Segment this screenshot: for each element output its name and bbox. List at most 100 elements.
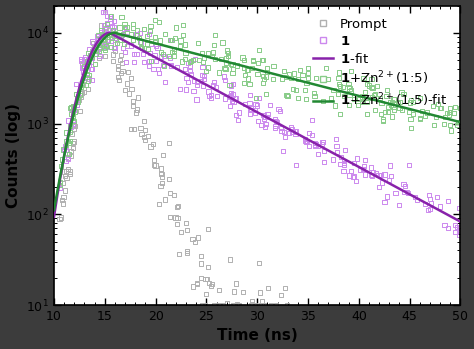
Point: [441, 222, 448, 228]
Point: [260, 112, 267, 118]
Point: [151, 52, 158, 58]
Point: [92, 47, 100, 52]
Point: [201, 76, 208, 82]
Point: [122, 60, 129, 65]
Point: [78, 56, 85, 62]
Point: [231, 302, 238, 308]
Point: [294, 95, 302, 101]
Point: [71, 139, 78, 144]
Point: [281, 285, 289, 291]
Point: [202, 291, 210, 297]
Point: [68, 131, 76, 136]
Point: [248, 298, 256, 304]
Point: [166, 215, 174, 220]
Point: [76, 108, 83, 113]
Point: [170, 46, 178, 52]
Point: [301, 138, 309, 143]
Point: [134, 107, 141, 112]
Point: [445, 112, 453, 117]
Point: [115, 77, 123, 83]
Point: [261, 114, 269, 120]
Point: [104, 22, 111, 27]
Point: [172, 25, 180, 30]
Point: [386, 177, 393, 183]
Point: [98, 27, 105, 32]
Point: [194, 40, 202, 45]
Point: [197, 261, 205, 266]
Point: [129, 98, 137, 103]
Point: [359, 166, 367, 171]
Point: [262, 74, 270, 79]
Point: [161, 197, 169, 202]
Point: [199, 59, 207, 65]
Point: [349, 174, 356, 180]
Legend: Prompt, $\mathbf{1}$, $\mathbf{1}$-fit, $\mathbf{1}$+Zn$^{2+}$(1:5), $\mathbf{1}: Prompt, $\mathbf{1}$, $\mathbf{1}$-fit, …: [311, 15, 450, 111]
Point: [166, 38, 174, 43]
Point: [173, 215, 181, 221]
Point: [128, 86, 135, 92]
Point: [210, 302, 218, 308]
Point: [417, 115, 424, 121]
Point: [386, 163, 394, 168]
Point: [255, 96, 263, 101]
Point: [121, 24, 129, 30]
Point: [55, 216, 63, 222]
Point: [82, 75, 89, 81]
Point: [280, 129, 288, 135]
Point: [176, 86, 183, 92]
Point: [358, 94, 365, 99]
Point: [159, 51, 167, 57]
Point: [143, 33, 151, 38]
Point: [280, 68, 288, 74]
Point: [261, 76, 268, 82]
Point: [81, 64, 88, 69]
Point: [193, 82, 201, 88]
Point: [377, 111, 385, 117]
Point: [370, 92, 378, 98]
Point: [83, 74, 91, 80]
Point: [294, 76, 302, 82]
Point: [365, 83, 373, 88]
Point: [165, 176, 173, 182]
Point: [151, 34, 158, 40]
Point: [352, 178, 360, 184]
Point: [429, 103, 437, 109]
Point: [80, 65, 87, 70]
Point: [171, 35, 179, 40]
Point: [73, 102, 80, 108]
Point: [87, 66, 94, 72]
Point: [328, 95, 335, 101]
Point: [64, 118, 72, 123]
Point: [353, 156, 361, 161]
Point: [190, 284, 197, 289]
Point: [259, 81, 267, 86]
Point: [440, 121, 447, 127]
Point: [181, 66, 189, 72]
Point: [208, 281, 216, 287]
Point: [226, 257, 234, 262]
Point: [72, 109, 79, 114]
Point: [255, 260, 263, 266]
Point: [132, 110, 140, 115]
Point: [160, 53, 168, 58]
Point: [191, 239, 199, 245]
Point: [108, 14, 115, 19]
Point: [426, 196, 434, 202]
Point: [77, 84, 85, 89]
Point: [201, 76, 208, 82]
Point: [401, 190, 408, 195]
Point: [182, 220, 190, 226]
Point: [171, 48, 178, 53]
Point: [92, 42, 100, 47]
Point: [101, 53, 109, 59]
Point: [150, 66, 157, 72]
Point: [304, 70, 311, 76]
Point: [94, 32, 102, 38]
Point: [368, 76, 375, 82]
Point: [246, 100, 253, 105]
Point: [219, 302, 227, 308]
Point: [157, 170, 164, 176]
Point: [86, 53, 94, 58]
Point: [289, 129, 296, 134]
Point: [346, 92, 353, 97]
